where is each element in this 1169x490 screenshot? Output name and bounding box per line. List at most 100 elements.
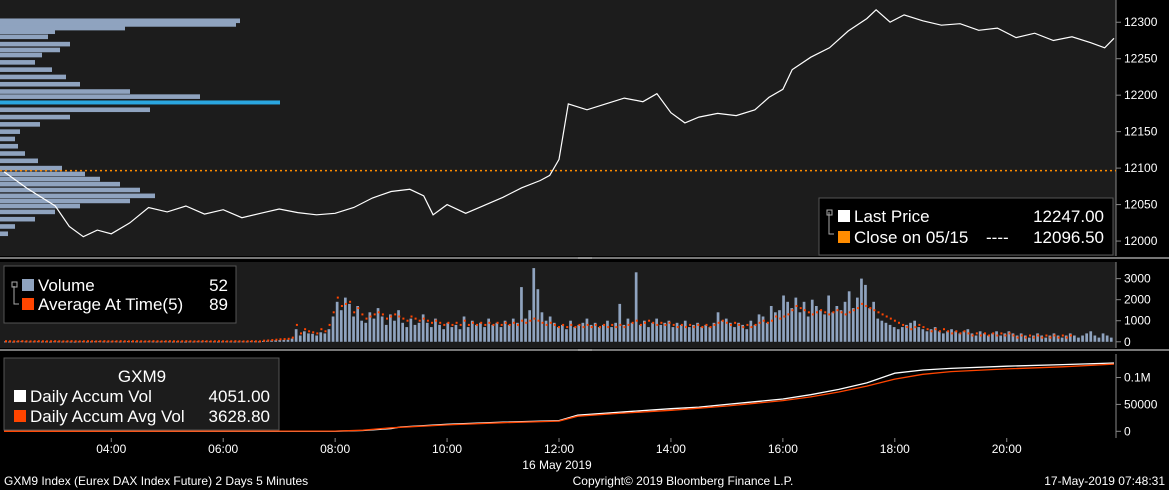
average-point	[41, 340, 44, 343]
average-point	[922, 326, 925, 329]
price-series	[3, 8, 1115, 238]
average-point	[164, 340, 167, 343]
volume-bar	[913, 320, 916, 342]
average-point	[1000, 332, 1003, 335]
average-point	[508, 323, 511, 326]
average-point	[975, 332, 978, 335]
volume-bar	[626, 318, 630, 342]
footer-copyright: Copyright© 2019 Bloomberg Finance L.P.	[573, 474, 794, 488]
volume-bar	[929, 329, 933, 342]
price-tick-label: 12150	[1124, 125, 1158, 139]
volume-bar	[446, 322, 450, 342]
volume-bar	[753, 324, 757, 342]
average-point	[123, 340, 126, 343]
volume-profile-bar	[0, 165, 62, 171]
average-point	[459, 323, 462, 326]
volume-bar	[466, 327, 470, 342]
volume-bar	[880, 320, 884, 342]
average-point	[402, 317, 405, 320]
average-point	[799, 307, 802, 310]
volume-bar	[520, 287, 523, 342]
average-point	[320, 328, 323, 331]
volume-bar	[1060, 337, 1064, 342]
average-point	[791, 309, 794, 312]
volume-profile-bar	[0, 181, 120, 187]
volume-bar	[704, 324, 708, 342]
volume-legend[interactable]: Volume 52 Average At Time(5) 89	[3, 265, 237, 324]
volume-bar	[917, 327, 921, 342]
average-point	[914, 326, 917, 329]
average-point	[537, 319, 540, 322]
volume-bar	[1023, 335, 1027, 342]
average-point	[693, 326, 696, 329]
average-point	[271, 339, 274, 342]
average-point	[115, 340, 118, 343]
volume-profile-bar	[0, 107, 150, 113]
average-point	[406, 319, 409, 322]
volume-bar	[470, 320, 474, 342]
prev-close-swatch	[838, 231, 850, 243]
volume-bar	[540, 312, 544, 342]
average-point	[173, 340, 175, 343]
volume-label: Volume	[38, 276, 95, 295]
average-point	[869, 307, 872, 310]
average-point	[9, 340, 12, 343]
volume-bar	[458, 329, 462, 342]
volume-bar	[573, 327, 576, 342]
legend-collapse-icon[interactable]	[826, 209, 833, 216]
average-point	[947, 330, 950, 333]
average-point	[705, 323, 708, 326]
average-point	[877, 311, 880, 314]
accum-legend[interactable]: GXM9 Daily Accum Vol 4051.00 Daily Accum…	[3, 357, 280, 431]
average-point	[852, 309, 855, 312]
average-point	[279, 338, 282, 341]
legend-collapse-icon[interactable]	[11, 281, 18, 288]
volume-bar	[921, 329, 925, 342]
average-point	[70, 340, 73, 343]
footer-timestamp: 17-May-2019 07:48:31	[1044, 474, 1165, 488]
average-point	[58, 340, 61, 343]
volume-bar	[405, 327, 409, 342]
volume-bar	[708, 327, 712, 342]
volume-bar	[425, 322, 429, 342]
volume-bar	[557, 327, 560, 342]
average-point	[570, 323, 573, 326]
average-point	[951, 332, 954, 335]
average-point	[390, 315, 393, 318]
average-point	[250, 340, 253, 343]
volume-profile-bar	[0, 41, 70, 47]
volume-bar	[1093, 335, 1097, 342]
volume-bar	[384, 324, 388, 342]
volume-bar	[933, 327, 937, 342]
volume-bar	[778, 310, 781, 342]
volume-bar	[782, 295, 785, 342]
average-point	[209, 340, 212, 343]
volume-bar	[438, 324, 441, 342]
average-point	[386, 317, 388, 320]
average-point	[996, 334, 999, 337]
volume-bar	[602, 324, 605, 342]
price-legend[interactable]: Last Price 12247.00 Close on 05/15 ---- …	[818, 197, 1114, 256]
average-point	[304, 328, 307, 331]
volume-bar	[536, 289, 540, 342]
average-point	[316, 332, 319, 335]
volume-bar	[593, 322, 597, 342]
volume-bar	[835, 306, 839, 342]
average-point	[300, 332, 302, 335]
average-point	[226, 340, 229, 343]
volume-profile-bar	[0, 171, 85, 177]
average-point	[91, 340, 94, 343]
x-tick-label: 06:00	[208, 442, 238, 456]
volume-bar	[528, 310, 531, 342]
average-point	[140, 340, 143, 343]
average-point	[148, 340, 151, 343]
accum-tick-label: 0	[1124, 424, 1131, 438]
average-point	[816, 311, 818, 314]
price-tick-label: 12000	[1124, 234, 1158, 248]
average-point	[525, 321, 528, 324]
volume-bar	[659, 324, 663, 342]
average-point	[1070, 334, 1072, 337]
average-point	[676, 326, 679, 329]
volume-bar	[278, 340, 282, 342]
average-point	[111, 340, 114, 343]
